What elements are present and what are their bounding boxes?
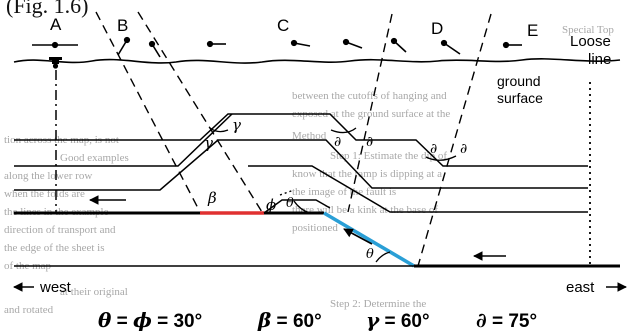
legend-beta-symbol: β	[257, 308, 271, 332]
legend-delta: ∂ = 75°	[476, 308, 537, 332]
theta-label-upper: θ	[286, 196, 294, 211]
ground-surface-label-2: surface	[497, 90, 543, 106]
label-d: D	[431, 19, 443, 38]
axial-trace-b-inner	[137, 11, 263, 213]
header-fragment: (Fig. 1.6)	[6, 0, 89, 18]
dip-symbol-1	[206, 40, 226, 48]
legend-gamma: γ = 60°	[366, 308, 430, 332]
hanging-wall-layer-2	[14, 113, 233, 167]
faint-right-line-4: Step 1: Estimate the dip of	[330, 150, 448, 162]
label-e: E	[527, 21, 538, 40]
legend-gamma-symbol: γ	[366, 308, 380, 332]
ground-surface-label-1: ground	[497, 73, 541, 89]
faint-right-line-9: Step 2: Determine the	[330, 298, 427, 310]
axial-trace-d-right	[417, 13, 492, 267]
faint-left-line-9: at their original	[60, 286, 128, 298]
dip-symbol-b-right	[148, 40, 161, 58]
legend-theta-phi-value: 30°	[173, 311, 202, 332]
axial-trace-d-left	[347, 13, 393, 213]
hanging-wall-layer-3	[14, 139, 588, 191]
dip-symbol-b-left	[117, 36, 131, 56]
label-b: B	[117, 16, 128, 35]
theta-arc-upper	[293, 200, 311, 214]
well-symbol	[49, 57, 62, 69]
hanging-wall-layer-1	[14, 113, 588, 167]
phi-label: ϕ	[266, 196, 276, 214]
legend-beta: β = 60°	[257, 308, 322, 332]
faint-left-line-7: the edge of the sheet is	[4, 242, 105, 254]
east-label: east	[566, 279, 595, 296]
legend-delta-value: 75°	[508, 311, 537, 332]
legend-gamma-value: 60°	[401, 311, 430, 332]
dip-symbol-e	[502, 41, 522, 49]
delta-arc-c	[330, 127, 357, 134]
loose-line-label-2: line	[588, 51, 611, 68]
faint-right-line-6: the image of the fault is	[292, 186, 397, 198]
theta-label-lower: θ	[366, 247, 374, 262]
legend-delta-symbol: ∂	[476, 308, 487, 332]
dip-symbol-a	[32, 41, 78, 49]
faint-right-line-3: Method	[292, 130, 327, 142]
delta-arc-d	[425, 155, 457, 161]
dip-symbol-d	[440, 39, 461, 55]
delta-label-d-left: ∂	[430, 141, 437, 157]
dip-tick	[279, 189, 295, 196]
faint-right-line-1: between the cutoffs of hanging and	[292, 90, 447, 102]
faint-left-line-2: Good examples	[60, 152, 129, 164]
dip-symbol-c	[290, 39, 311, 47]
label-c: C	[277, 16, 289, 35]
gamma-label-left: γ	[204, 134, 213, 152]
delta-label-c-left: ∂	[334, 134, 341, 150]
dip-symbol-2	[342, 38, 363, 49]
gamma-arc	[209, 127, 229, 133]
label-a: A	[50, 15, 62, 34]
hanging-wall-layer-4	[248, 165, 588, 213]
faint-corner-label: Special Top	[562, 24, 614, 36]
faint-left-line-10: and rotated	[4, 304, 54, 316]
ground-surface-line	[13, 58, 621, 64]
legend-theta-symbol: θ	[98, 308, 112, 332]
legend-row: θ = ϕ = 30° β = 60° γ = 60° ∂ = 75°	[98, 308, 537, 332]
delta-label-d-right: ∂	[460, 141, 467, 157]
faint-right-line-8: positioned	[292, 222, 338, 234]
loose-line-label-1: Loose	[570, 33, 611, 50]
axial-trace-b-outer	[95, 11, 201, 213]
faint-left-line-4: when the folds are	[4, 188, 85, 200]
gamma-label-right: γ	[232, 116, 241, 134]
theta-arc-lower	[375, 251, 391, 263]
beta-label: β	[207, 189, 217, 207]
west-label: west	[39, 279, 72, 296]
dip-symbol-3	[390, 37, 407, 53]
legend-phi-symbol: ϕ	[133, 308, 152, 332]
legend-theta-phi: θ = ϕ = 30°	[98, 308, 202, 332]
faint-left-line-3: along the lower row	[4, 170, 93, 182]
legend-beta-value: 60°	[293, 311, 322, 332]
faint-left-line-6: direction of transport and	[4, 224, 116, 236]
faint-right-line-2: exposed at the ground surface at the	[292, 108, 451, 120]
delta-label-c-right: ∂	[366, 134, 373, 150]
fault-ramp-highlight	[323, 211, 415, 268]
transport-arrow-ramp	[343, 228, 373, 245]
hanging-wall-layer-5	[263, 199, 331, 214]
